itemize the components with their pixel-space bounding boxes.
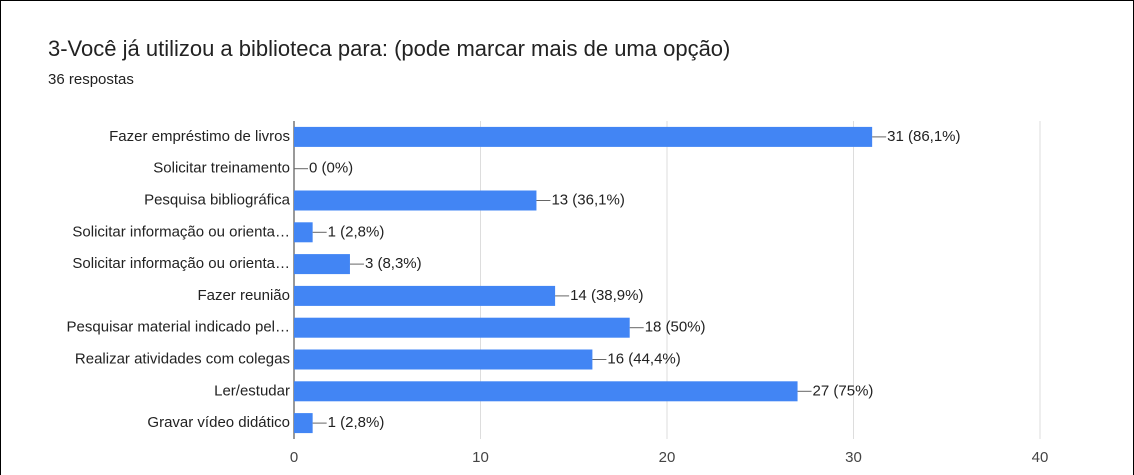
chart-title: 3-Você já utilizou a biblioteca para: (p… [48, 36, 730, 61]
value-label: 16 (44,4%) [607, 350, 680, 367]
x-tick-label: 30 [845, 449, 862, 466]
bar [294, 317, 630, 338]
y-tick-label: Solicitar informação ou orienta… [72, 255, 290, 272]
value-label: 14 (38,9%) [570, 287, 643, 304]
bar [294, 413, 313, 434]
y-tick-label: Realizar atividades com colegas [75, 350, 290, 367]
y-tick-label: Pesquisa bibliográfica [144, 191, 291, 208]
value-label: 31 (86,1%) [887, 128, 960, 145]
chart-subtitle: 36 respostas [48, 71, 134, 88]
x-tick-label: 10 [472, 449, 489, 466]
y-tick-label: Fazer reunião [197, 287, 290, 304]
bar [294, 254, 350, 275]
y-tick-label: Solicitar informação ou orienta… [72, 223, 290, 240]
bar [294, 126, 873, 147]
x-tick-label: 20 [659, 449, 676, 466]
value-label: 3 (8,3%) [365, 255, 422, 272]
value-label: 0 (0%) [309, 160, 353, 177]
value-label: 1 (2,8%) [328, 414, 385, 431]
bar [294, 381, 798, 402]
y-tick-label: Fazer empréstimo de livros [109, 128, 290, 145]
bar [294, 222, 313, 243]
bar [294, 349, 593, 370]
bar [294, 285, 556, 306]
y-tick-label: Pesquisar material indicado pel… [67, 319, 290, 336]
x-tick-label: 40 [1032, 449, 1049, 466]
x-tick-label: 0 [290, 449, 298, 466]
value-label: 13 (36,1%) [551, 191, 624, 208]
value-label: 1 (2,8%) [328, 223, 385, 240]
value-label: 27 (75%) [813, 382, 874, 399]
y-tick-label: Ler/estudar [214, 382, 290, 399]
bar [294, 190, 537, 211]
value-label: 18 (50%) [645, 319, 706, 336]
y-tick-label: Solicitar treinamento [153, 160, 290, 177]
y-tick-label: Gravar vídeo didático [147, 414, 290, 431]
